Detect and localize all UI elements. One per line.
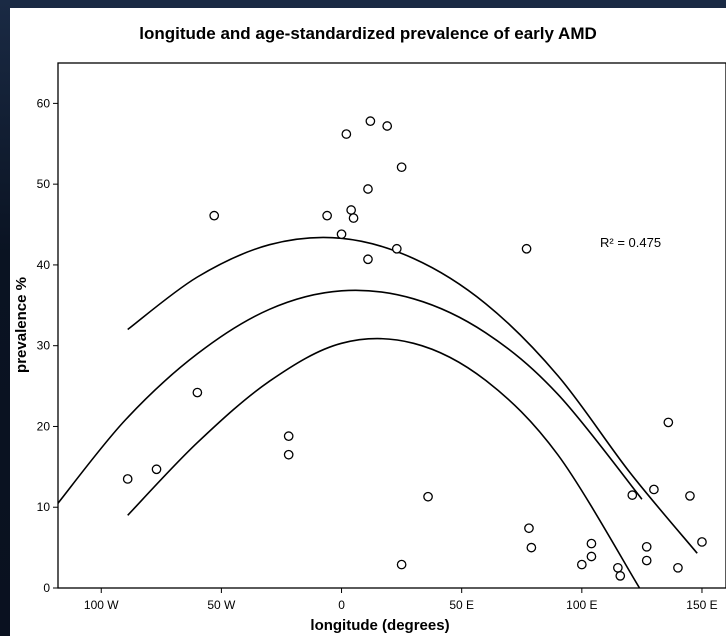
data-point <box>663 417 674 428</box>
data-point <box>382 121 393 131</box>
x-axis-ticks: 100 W 50 W 0 50 E 100 E 150 E <box>84 588 718 612</box>
data-point <box>122 474 133 484</box>
data-point <box>685 491 695 501</box>
y-tick-label: 60 <box>37 96 51 110</box>
data-points <box>122 116 707 581</box>
data-point <box>526 542 537 553</box>
data-point <box>576 559 587 570</box>
data-point <box>615 571 626 581</box>
data-point <box>641 555 652 566</box>
data-point <box>283 431 294 442</box>
data-point <box>365 116 376 127</box>
y-axis-label: prevalence % <box>13 277 30 373</box>
curve-upper-confidence <box>127 236 698 554</box>
data-point <box>649 484 659 495</box>
data-point <box>627 490 638 500</box>
data-point <box>192 387 203 398</box>
data-point <box>673 562 683 573</box>
data-point <box>283 449 294 460</box>
plot-area <box>57 62 726 589</box>
y-tick-label: 0 <box>43 581 50 595</box>
data-point <box>346 205 357 215</box>
data-point <box>586 551 597 562</box>
data-point <box>524 523 534 534</box>
y-tick-label: 50 <box>37 177 51 191</box>
data-point <box>613 562 623 573</box>
data-point <box>322 210 332 221</box>
curve-fit <box>58 289 643 504</box>
data-point <box>641 541 652 552</box>
data-point <box>209 210 220 221</box>
data-point <box>396 162 407 173</box>
y-tick-label: 10 <box>37 500 51 514</box>
data-point <box>586 538 597 549</box>
data-point <box>391 243 402 254</box>
r-squared-annotation: R² = 0.475 <box>600 235 661 250</box>
data-point <box>396 559 407 570</box>
data-point <box>423 491 433 502</box>
y-axis-ticks: 0 10 20 30 40 50 60 <box>37 96 58 595</box>
x-tick-label: 50 E <box>449 598 474 612</box>
y-tick-label: 40 <box>37 258 51 272</box>
data-point <box>336 229 347 240</box>
x-tick-label: 0 <box>338 598 345 612</box>
data-point <box>363 254 373 265</box>
x-tick-label: 150 E <box>686 598 717 612</box>
y-tick-label: 20 <box>37 419 51 433</box>
regression-curves <box>58 236 698 588</box>
data-point <box>151 464 162 475</box>
y-tick-label: 30 <box>37 339 51 353</box>
data-point <box>697 537 707 547</box>
data-point <box>363 184 373 194</box>
curve-lower-confidence <box>127 337 641 588</box>
chart-title: longitude and age-standardized prevalenc… <box>139 24 597 43</box>
x-axis-label: longitude (degrees) <box>310 617 449 634</box>
data-point <box>521 243 532 254</box>
x-tick-label: 100 W <box>84 598 119 612</box>
data-point <box>348 213 359 223</box>
x-tick-label: 50 W <box>207 598 236 612</box>
data-point <box>341 129 352 139</box>
x-tick-label: 100 E <box>566 598 597 612</box>
